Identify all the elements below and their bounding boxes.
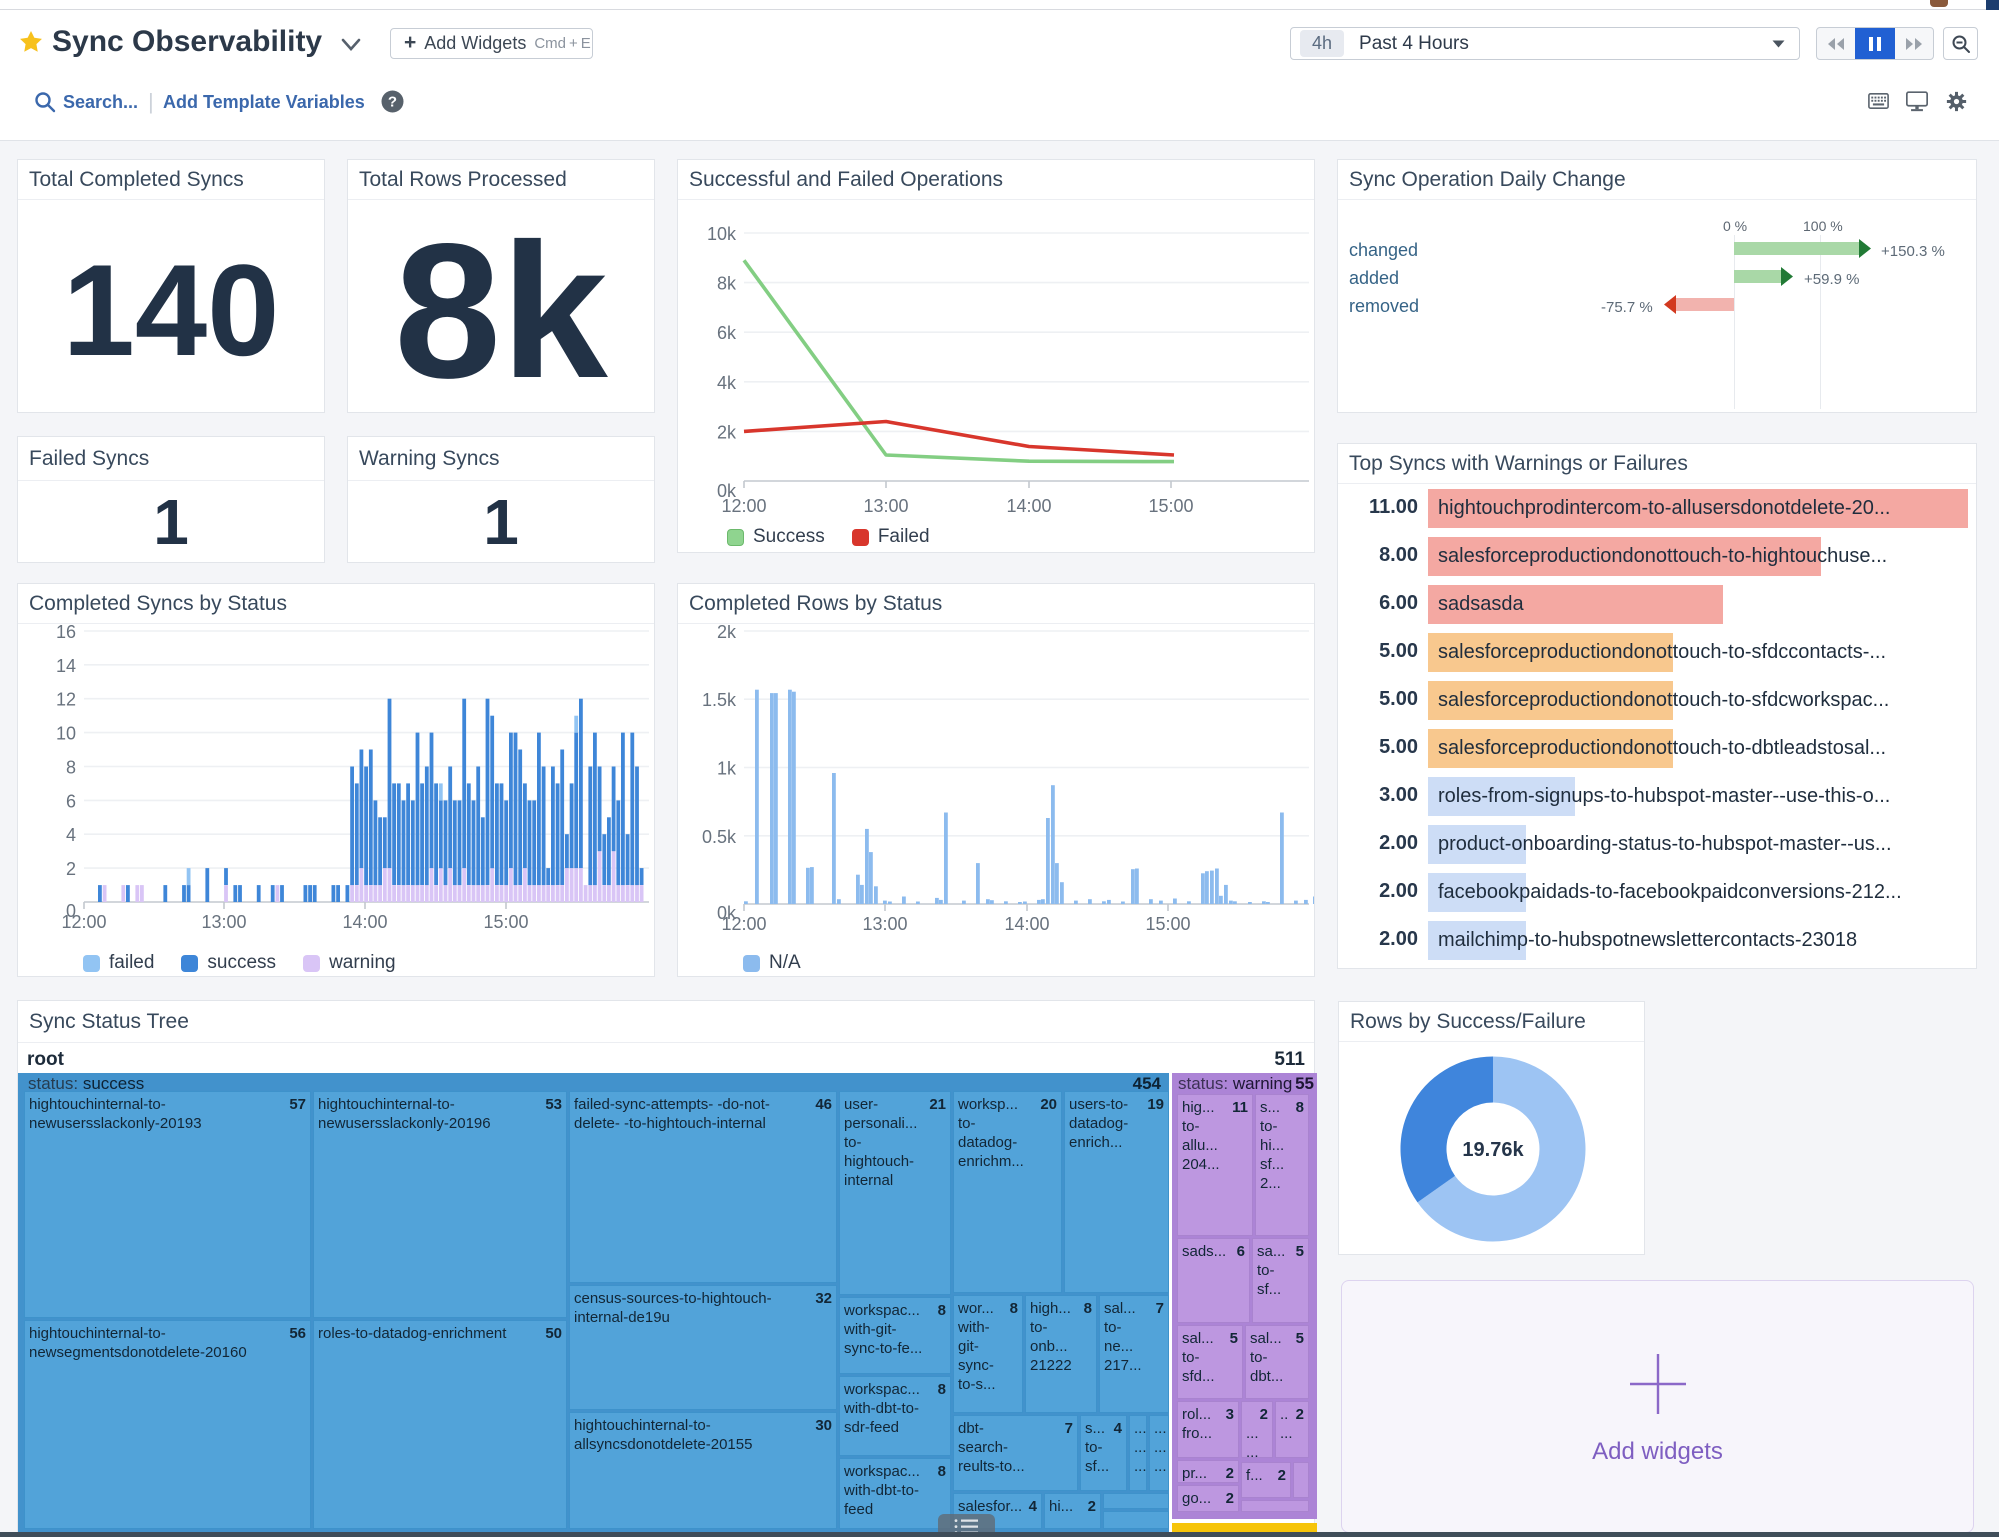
- svg-text:13:00: 13:00: [862, 914, 907, 934]
- svg-text:12:00: 12:00: [721, 496, 766, 516]
- svg-text:6: 6: [66, 791, 76, 811]
- svg-text:10: 10: [56, 724, 76, 744]
- svg-text:4: 4: [66, 825, 76, 845]
- svg-text:2k: 2k: [717, 422, 737, 442]
- svg-text:15:00: 15:00: [483, 912, 528, 932]
- svg-text:0k: 0k: [717, 481, 737, 501]
- svg-text:4k: 4k: [717, 373, 737, 393]
- svg-text:14: 14: [56, 656, 76, 676]
- svg-text:8k: 8k: [717, 274, 737, 294]
- svg-text:1.5k: 1.5k: [702, 690, 737, 710]
- svg-text:15:00: 15:00: [1145, 914, 1190, 934]
- svg-text:2k: 2k: [717, 625, 737, 642]
- svg-text:16: 16: [56, 625, 76, 642]
- svg-text:0k: 0k: [717, 903, 737, 923]
- svg-text:0.5k: 0.5k: [702, 827, 737, 847]
- svg-text:12: 12: [56, 690, 76, 710]
- svg-text:14:00: 14:00: [1006, 496, 1051, 516]
- svg-text:8: 8: [66, 758, 76, 778]
- svg-text:12:00: 12:00: [721, 914, 766, 934]
- svg-text:12:00: 12:00: [61, 912, 106, 932]
- svg-text:?: ?: [388, 94, 397, 111]
- svg-text:13:00: 13:00: [201, 912, 246, 932]
- svg-text:14:00: 14:00: [1004, 914, 1049, 934]
- svg-text:19.76k: 19.76k: [1462, 1139, 1524, 1161]
- svg-text:2: 2: [66, 859, 76, 879]
- svg-text:10k: 10k: [707, 224, 737, 244]
- svg-text:0: 0: [66, 901, 76, 921]
- svg-text:1k: 1k: [717, 759, 737, 779]
- svg-text:14:00: 14:00: [342, 912, 387, 932]
- svg-text:15:00: 15:00: [1148, 496, 1193, 516]
- svg-text:6k: 6k: [717, 323, 737, 343]
- svg-text:13:00: 13:00: [863, 496, 908, 516]
